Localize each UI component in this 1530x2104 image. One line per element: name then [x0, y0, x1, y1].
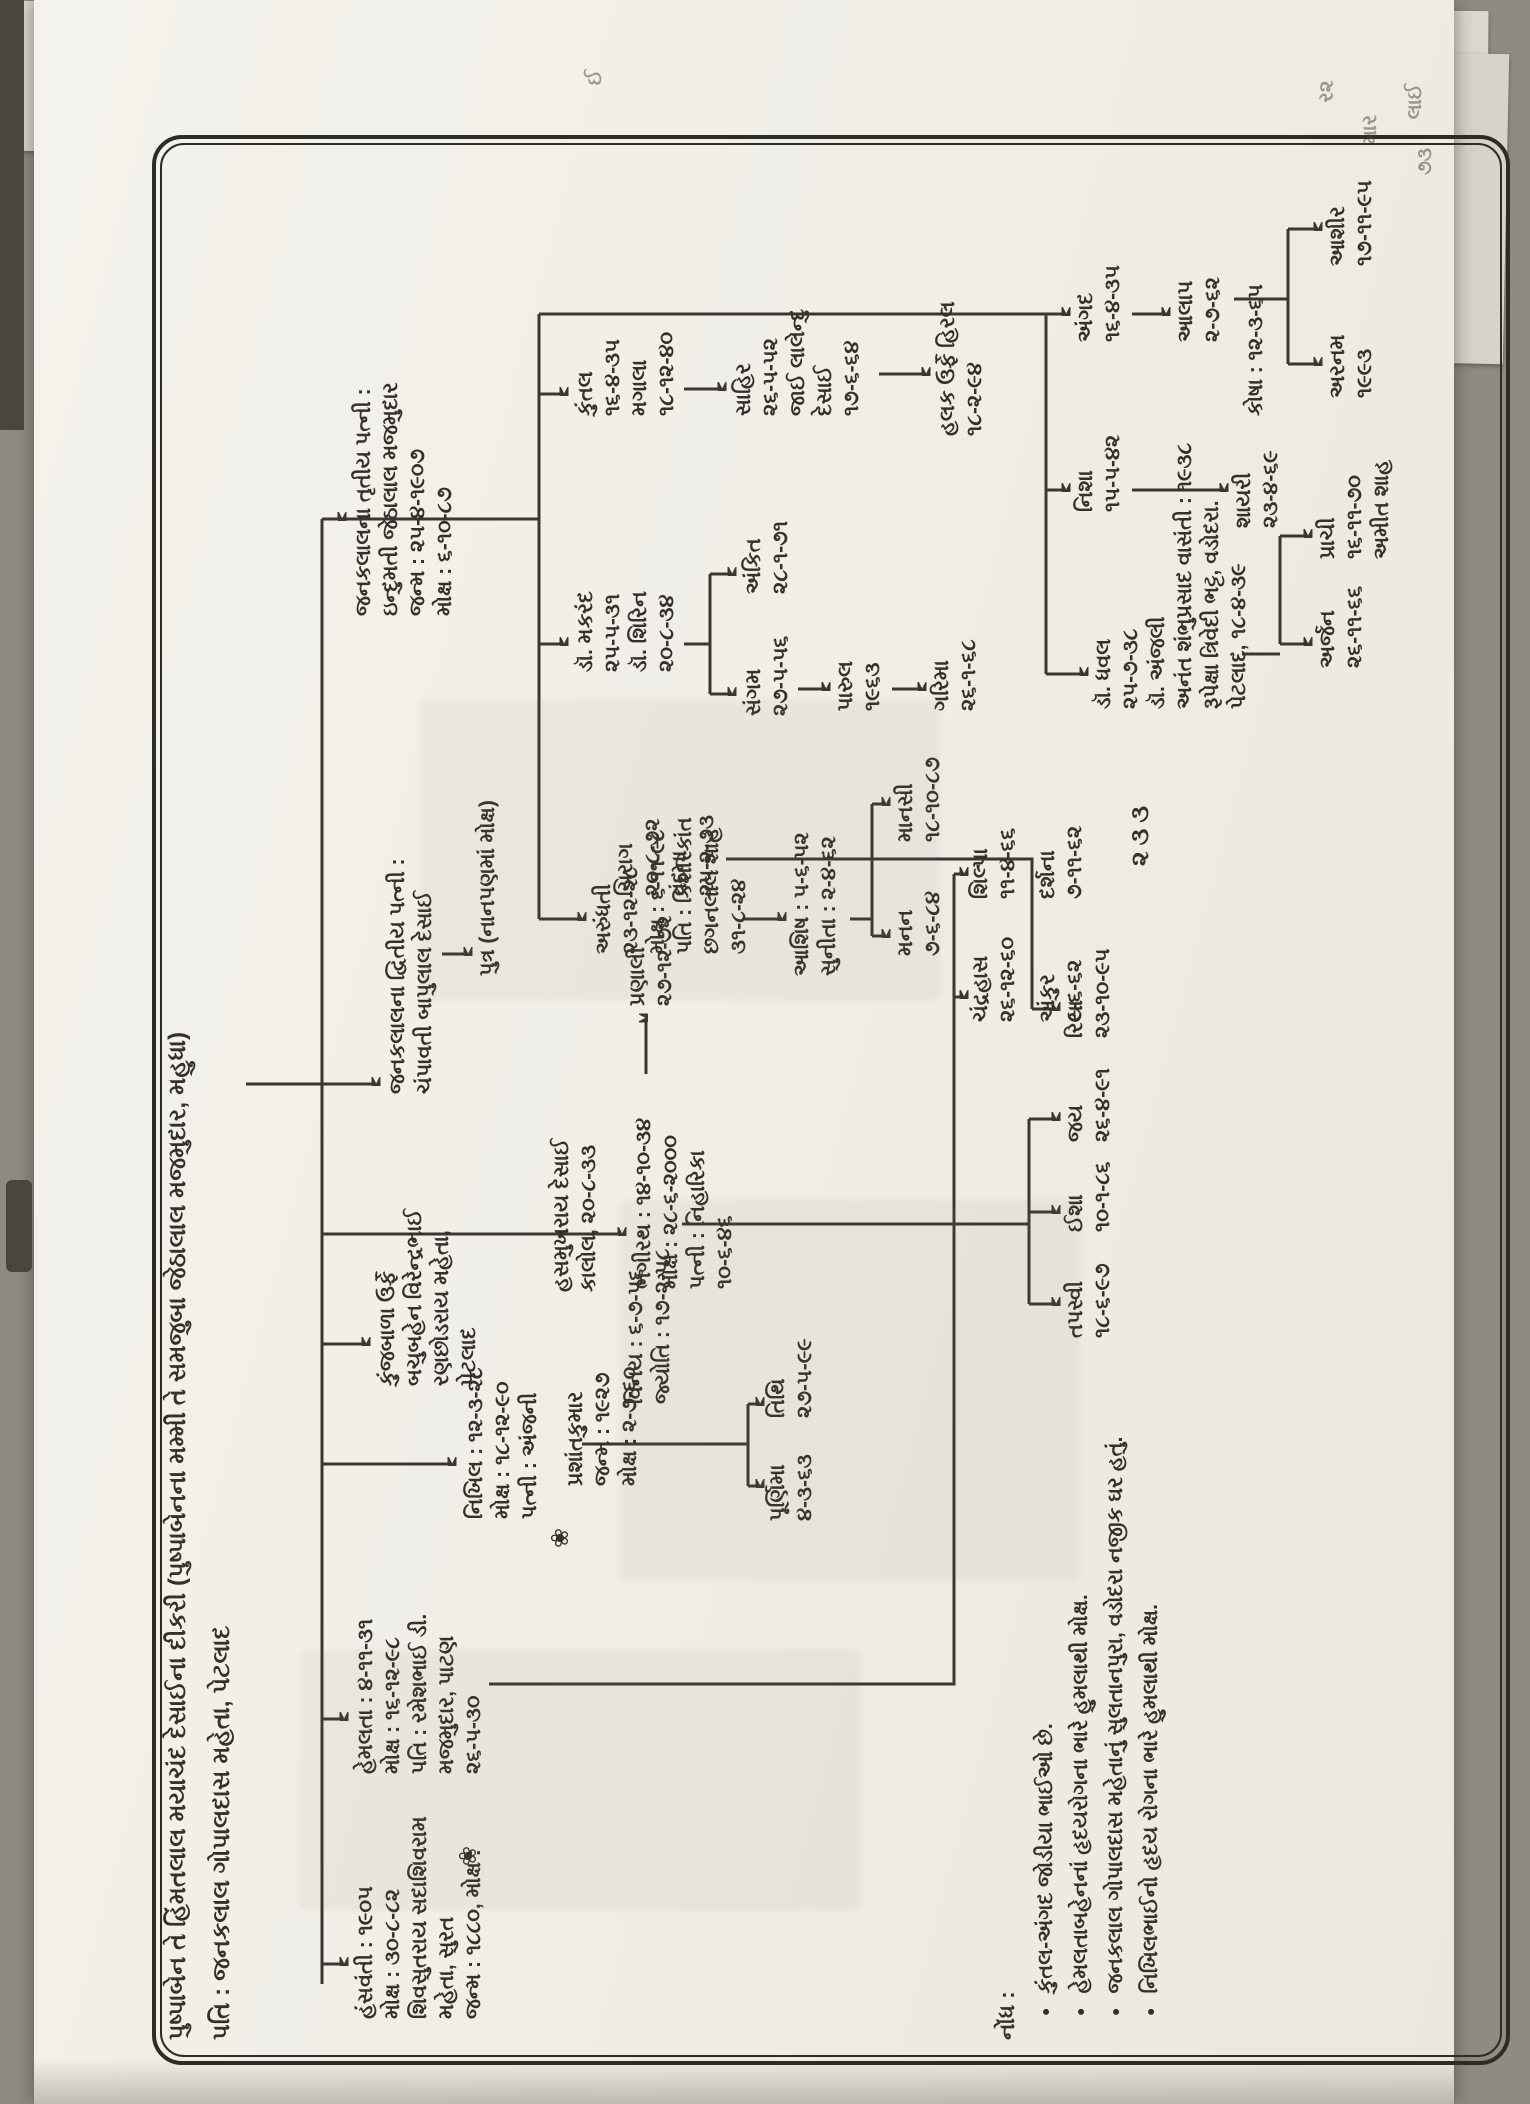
tree-connector-lines [246, 0, 1530, 1984]
tree-node-ankit: અંકિત ૨૮-૧-૭૧ [742, 520, 792, 594]
tree-node-aalap: આલાપ ૨-૭-૬૨ [1174, 277, 1224, 342]
tree-node-sahir: સાહિર ૨૬-૫-૫૨ જાઈ લાલેન્દુ દેસાઈ ૧૭-૬-૬૪ [732, 308, 863, 416]
flower-mark: ❀ [547, 1527, 574, 1548]
notes-header: નોંધ : [994, 1991, 1019, 2040]
tree-node-aashir: આશીર ૧૭-૧૧-૯૫ [1326, 180, 1376, 266]
tree-node-hasmukhrai: હસમુખરાય દેસાઈ કાલોલ, ૨૦-૮-૩૩ [550, 1138, 600, 1292]
rotated-chart-stage: પુષ્પાબેન તે હિંમતલાલ મયાચંદ દેસાઈના દીક… [34, 0, 1530, 2104]
tree-node-wife3: જનકલાલના તૃતીય પત્ની : ઇન્દુમતી જેઠાલાલ મ… [352, 382, 456, 616]
tree-node-riya: રિયા ૨૩-૧૦-૯૫ [1064, 948, 1114, 1038]
scan-edge-sliver [0, 0, 24, 430]
tree-node-jay: જય ૨૬-૪-૯૧ [1064, 1068, 1114, 1142]
tree-node-angad: અંગદ ૧૬-૪-૩૫ [1074, 265, 1124, 342]
tree-node-halak: હલક ઉર્ફે હિરલ ૧૮-૨-૯૪ [936, 301, 986, 436]
tree-node-kosha: કોષા : ૧૨-૩-૬૫ [1244, 284, 1267, 416]
bleed-through [420, 700, 940, 1000]
scan-edge-sliver [6, 1180, 32, 1272]
tree-node-chandrahas: ચંદ્રહાસ ૨૬-૧૨-૬૦ [969, 936, 1019, 1022]
tree-node-kunjbala: કુંજબાળા ઉર્ફે બચુબહેન વિરેન્દ્રભાઈ રણછોડર… [376, 1209, 480, 1386]
scan-ghost-text: લાઈ [1404, 83, 1427, 120]
tree-node-nikhil: નિખિલ : ૧૨-૩-૨૮ મોક્ષ : ૧૮-૧૨-૯૦ પત્ની : અ… [464, 1367, 541, 1519]
scan-ghost-text: ૭૩ [1414, 147, 1437, 176]
tree-node-shayri: શાયરી ૨૩-૪-૬૯ [1232, 450, 1282, 528]
bleed-through [300, 1650, 860, 1910]
tree-node-shilpa: શિલ્પા ૧૧-૪-૬૬ [969, 827, 1019, 899]
tree-node-makarand: ડૉ. મકરંદ ૨૫-૫-૩૧ ડૉ. શિરિન ૨૦-૮-૩૪ [574, 591, 678, 672]
scan-ghost-text: ઈ [584, 69, 607, 86]
tree-node-prachi: પ્રાચી ૧૬-૧૧-૭૦ અમીત શાહ [1316, 459, 1393, 559]
scan-ghost-text: માર [1359, 114, 1382, 145]
tree-node-arnam: અરનમ ૧૯૯૩ [1326, 334, 1376, 398]
page-number: ૨૩૩ [1126, 800, 1154, 866]
tree-node-nisha: નિશા ૧૫-૫-૪૨ [1074, 434, 1124, 512]
bleed-through [620, 1200, 1080, 1580]
tree-node-darshana: દર્શના ૭-૧૧-૬૨ [1036, 825, 1086, 899]
scan-ghost-text: ર૨ [1315, 80, 1338, 103]
tree-node-arjan: અર્જન ૨૬-૧૧-૬૬ [1316, 585, 1366, 668]
tree-node-kuntal: કુંતલ ૧૬-૪-૩૫ મગાલા ૧૮-૧૨-૪૦ [574, 331, 678, 416]
